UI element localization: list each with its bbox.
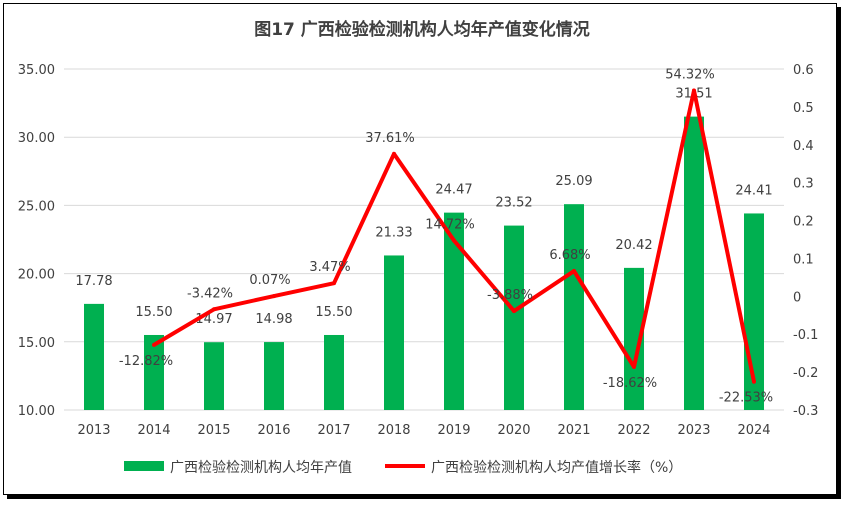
line-point — [332, 281, 336, 286]
y-right-tick-label: -0.3 — [793, 404, 818, 419]
x-tick-label: 2016 — [257, 423, 290, 438]
x-tick-label: 2019 — [437, 423, 470, 438]
x-tick-label: 2024 — [737, 423, 770, 438]
line-point — [632, 364, 636, 369]
y-left-tick-label: 10.00 — [18, 404, 55, 419]
bar — [444, 212, 464, 410]
bar-label: 14.98 — [255, 312, 292, 327]
line-label: -3.88% — [487, 288, 533, 303]
x-tick-label: 2015 — [197, 423, 230, 438]
line-point — [152, 342, 156, 347]
line-point — [272, 294, 276, 299]
y-right-tick-label: 0.5 — [793, 101, 814, 116]
y-left-tick-label: 30.00 — [18, 131, 55, 146]
line-label: 0.07% — [249, 273, 290, 288]
bar — [384, 255, 404, 410]
line-point — [572, 269, 576, 274]
bar — [324, 334, 344, 410]
bar-label: 15.50 — [135, 305, 172, 320]
bar-label: 23.52 — [495, 196, 532, 211]
y-right-tick-label: -0.1 — [793, 328, 818, 343]
x-tick-label: 2022 — [617, 423, 650, 438]
line-label: 37.61% — [365, 131, 415, 146]
bar — [624, 267, 644, 410]
bar-label: 24.47 — [435, 183, 472, 198]
line-point — [752, 379, 756, 384]
y-right-tick-label: 0.4 — [793, 139, 814, 154]
legend-line-label: 广西检验检测机构人均产值增长率（%） — [431, 459, 682, 476]
line-point — [512, 309, 516, 314]
line-label: 54.32% — [665, 68, 715, 83]
bar — [204, 342, 224, 410]
bar — [84, 303, 104, 410]
x-tick-label: 2013 — [77, 423, 110, 438]
line-point — [452, 238, 456, 243]
line-label: 14.72% — [425, 218, 475, 233]
bar — [684, 116, 704, 410]
bar-label: 20.42 — [615, 238, 652, 253]
line-label: -3.42% — [187, 286, 233, 301]
bar — [564, 204, 584, 410]
y-right-tick-label: -0.2 — [793, 366, 818, 381]
bar-label: 15.50 — [315, 305, 352, 320]
line-label: 6.68% — [549, 248, 590, 263]
y-right-tick-label: 0.1 — [793, 252, 814, 267]
y-left-tick-label: 15.00 — [18, 336, 55, 351]
y-right-tick-label: 0.2 — [793, 215, 814, 230]
x-tick-label: 2021 — [557, 423, 590, 438]
legend-bar-swatch — [124, 461, 164, 471]
bar — [144, 334, 164, 410]
bar-label: 17.78 — [75, 274, 112, 289]
y-left-tick-label: 20.00 — [18, 268, 55, 283]
y-left-tick-label: 25.00 — [18, 199, 55, 214]
bar — [504, 225, 524, 410]
line-label: -12.82% — [119, 354, 173, 369]
line-point — [692, 88, 696, 93]
y-left-tick-label: 35.00 — [18, 63, 55, 78]
line-label: -22.53% — [719, 391, 773, 406]
line-label: -18.62% — [603, 376, 657, 391]
bar-label: 24.41 — [735, 183, 772, 198]
bar-label: 25.09 — [555, 174, 592, 189]
x-tick-label: 2014 — [137, 423, 170, 438]
bar-label: 21.33 — [375, 225, 412, 240]
bar — [264, 342, 284, 410]
bar-label: 14.97 — [195, 312, 232, 327]
line-point — [212, 307, 216, 312]
line-point — [392, 151, 396, 156]
chart-title: 图17 广西检验检测机构人均年产值变化情况 — [254, 19, 590, 40]
legend-bar-label: 广西检验检测机构人均年产值 — [170, 460, 352, 476]
x-tick-label: 2018 — [377, 423, 410, 438]
y-right-tick-label: 0 — [793, 290, 801, 305]
line-label: 3.47% — [309, 260, 350, 275]
x-tick-label: 2020 — [497, 423, 530, 438]
y-right-tick-label: 0.6 — [793, 63, 814, 78]
x-tick-label: 2023 — [677, 423, 710, 438]
y-right-tick-label: 0.3 — [793, 177, 814, 192]
x-tick-label: 2017 — [317, 423, 350, 438]
